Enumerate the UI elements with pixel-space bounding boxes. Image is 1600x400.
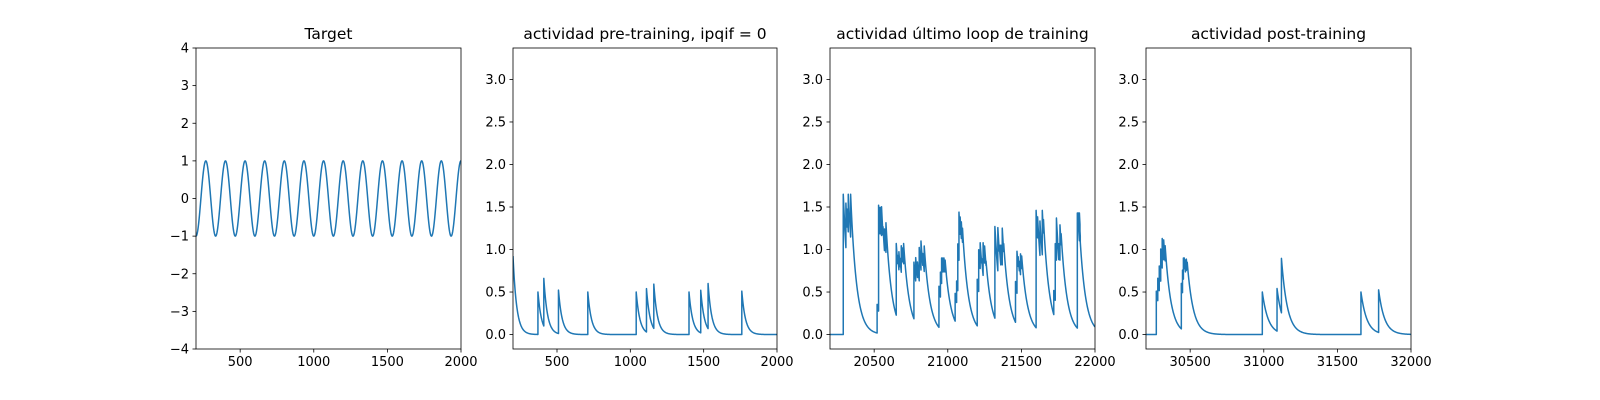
y-tick-label: 1.0	[1118, 243, 1139, 258]
y-tick-label: 1.0	[485, 243, 506, 258]
y-tick-label: 3.0	[485, 73, 506, 88]
axes-frame	[512, 47, 778, 350]
x-tick-label: 32000	[1390, 355, 1431, 370]
x-tick-label: 31500	[1317, 355, 1358, 370]
x-tick-label: 22000	[1074, 355, 1115, 370]
y-tick-label: 2.5	[802, 115, 823, 130]
x-tick-label: 1000	[297, 355, 330, 370]
x-tick-label: 31000	[1243, 355, 1284, 370]
subplot-pre-training: 500 1000 1500 2000 0.0 0.5 1.0 1.5 2.0 2.5 3.0 acti…	[485, 25, 793, 370]
subplot-target: 500 1000 1500 2000 −4 −3 −2 −1 0 1 2 3 4 Target	[170, 25, 478, 370]
series-line	[513, 256, 777, 336]
y-tick-label: 0.5	[485, 286, 506, 301]
subplot-post-training: 30500 31000 31500 32000 0.0 0.5 1.0 1.5 2.0 2.5 3.…	[1118, 25, 1431, 370]
y-tick-label: 0.5	[1118, 286, 1139, 301]
y-tick-label: 2	[181, 117, 189, 132]
x-tick-label: 21500	[1001, 355, 1042, 370]
y-tick-label: 2.0	[485, 158, 506, 173]
x-tick-label: 1500	[371, 355, 404, 370]
y-tick-label: 1.5	[802, 201, 823, 216]
y-tick-label: −3	[170, 305, 189, 320]
series-line	[196, 160, 461, 237]
y-tick-label: −4	[170, 343, 189, 358]
x-tick-label: 20500	[853, 355, 894, 370]
y-tick-label: 3	[181, 79, 189, 94]
x-tick-label: 1500	[687, 355, 720, 370]
y-tick-label: 0	[181, 192, 189, 207]
y-tick-label: 0.0	[802, 328, 823, 343]
series-line	[830, 193, 1095, 336]
x-tick-label: 1000	[614, 355, 647, 370]
y-tick-label: 2.0	[1118, 158, 1139, 173]
x-tick-label: 2000	[760, 355, 793, 370]
y-tick-label: 2.5	[1118, 115, 1139, 130]
y-tick-label: 1.0	[802, 243, 823, 258]
x-tick-label: 2000	[444, 355, 477, 370]
y-tick-label: 1.5	[485, 201, 506, 216]
x-tick-label: 21000	[927, 355, 968, 370]
y-tick-label: 0.5	[802, 286, 823, 301]
axes-frame	[829, 47, 1096, 350]
y-tick-label: 1	[181, 154, 189, 169]
x-tick-label: 500	[228, 355, 253, 370]
chart-title: actividad último loop de training	[836, 25, 1088, 43]
x-tick-label: 500	[545, 355, 570, 370]
y-tick-label: 1.5	[1118, 201, 1139, 216]
y-tick-label: 0.0	[485, 328, 506, 343]
chart-title: actividad pre-training, ipqif = 0	[523, 25, 766, 43]
axes-frame	[1145, 47, 1412, 350]
series-line	[1146, 237, 1411, 336]
chart-title: actividad post-training	[1191, 25, 1366, 43]
y-tick-label: 4	[181, 42, 189, 57]
x-tick-label: 30500	[1169, 355, 1210, 370]
y-tick-label: 2.0	[802, 158, 823, 173]
y-tick-label: 2.5	[485, 115, 506, 130]
y-tick-label: 3.0	[1118, 73, 1139, 88]
y-tick-label: −2	[170, 267, 189, 282]
y-tick-label: 0.0	[1118, 328, 1139, 343]
subplot-last-training-loop: 20500 21000 21500 22000 0.0 0.5 1.0 1.5 2.0 2.5 3.…	[802, 25, 1115, 370]
chart-title: Target	[304, 25, 353, 43]
y-tick-label: 3.0	[802, 73, 823, 88]
y-tick-label: −1	[170, 230, 189, 245]
